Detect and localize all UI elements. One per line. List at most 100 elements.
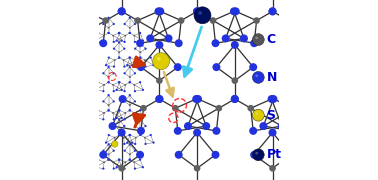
Circle shape xyxy=(124,35,126,37)
Circle shape xyxy=(231,41,239,49)
Circle shape xyxy=(129,57,131,59)
Circle shape xyxy=(137,63,145,71)
Circle shape xyxy=(97,81,99,83)
Circle shape xyxy=(113,167,115,170)
Circle shape xyxy=(112,35,114,37)
Circle shape xyxy=(134,72,136,74)
Circle shape xyxy=(139,134,141,136)
Circle shape xyxy=(118,57,120,59)
Circle shape xyxy=(153,53,170,70)
Circle shape xyxy=(231,95,239,103)
Circle shape xyxy=(124,167,126,170)
Circle shape xyxy=(123,137,125,139)
Circle shape xyxy=(150,57,152,59)
Circle shape xyxy=(139,81,141,83)
Circle shape xyxy=(121,166,123,168)
Circle shape xyxy=(270,95,277,103)
Circle shape xyxy=(134,23,136,25)
Circle shape xyxy=(255,75,258,77)
Circle shape xyxy=(134,41,136,43)
Circle shape xyxy=(112,112,114,114)
Circle shape xyxy=(113,41,115,43)
Circle shape xyxy=(325,63,333,71)
Circle shape xyxy=(105,141,107,144)
Circle shape xyxy=(102,23,104,25)
Circle shape xyxy=(134,125,136,127)
Circle shape xyxy=(103,84,105,86)
Circle shape xyxy=(134,17,141,24)
Text: S: S xyxy=(266,109,276,122)
Circle shape xyxy=(112,161,114,163)
Circle shape xyxy=(102,118,104,120)
Circle shape xyxy=(315,34,324,42)
Text: C: C xyxy=(266,33,276,46)
Circle shape xyxy=(115,166,118,168)
Circle shape xyxy=(259,122,267,130)
Circle shape xyxy=(222,34,230,42)
Circle shape xyxy=(144,143,147,145)
Circle shape xyxy=(112,84,114,86)
Circle shape xyxy=(119,95,127,103)
Circle shape xyxy=(129,17,131,19)
Circle shape xyxy=(113,66,115,68)
Circle shape xyxy=(253,17,260,24)
Circle shape xyxy=(133,112,135,114)
Circle shape xyxy=(129,134,131,136)
Circle shape xyxy=(133,84,135,86)
Circle shape xyxy=(94,89,96,91)
Circle shape xyxy=(134,150,136,152)
Circle shape xyxy=(129,134,131,136)
Circle shape xyxy=(131,64,133,66)
Circle shape xyxy=(124,41,126,43)
Circle shape xyxy=(325,127,333,135)
Circle shape xyxy=(202,122,210,130)
Circle shape xyxy=(118,129,125,137)
Circle shape xyxy=(155,95,163,103)
Circle shape xyxy=(287,151,295,159)
Circle shape xyxy=(164,34,172,42)
Circle shape xyxy=(105,64,107,66)
Circle shape xyxy=(118,159,120,161)
Circle shape xyxy=(123,143,125,145)
Circle shape xyxy=(118,32,121,34)
Circle shape xyxy=(144,137,146,139)
Circle shape xyxy=(129,143,131,146)
Circle shape xyxy=(174,127,182,135)
Circle shape xyxy=(134,143,136,145)
Circle shape xyxy=(124,84,126,86)
Circle shape xyxy=(255,152,258,154)
Circle shape xyxy=(146,34,154,42)
Circle shape xyxy=(108,104,110,106)
Circle shape xyxy=(94,166,96,168)
Circle shape xyxy=(102,17,109,24)
Circle shape xyxy=(212,127,220,135)
Circle shape xyxy=(129,66,131,68)
Circle shape xyxy=(134,90,136,92)
Circle shape xyxy=(113,118,115,120)
Circle shape xyxy=(124,100,126,103)
Circle shape xyxy=(139,134,141,136)
Circle shape xyxy=(139,57,141,59)
Circle shape xyxy=(139,41,141,44)
Circle shape xyxy=(107,81,110,83)
Circle shape xyxy=(126,141,128,144)
Circle shape xyxy=(107,17,110,19)
Circle shape xyxy=(343,95,351,103)
Circle shape xyxy=(285,17,292,24)
Circle shape xyxy=(129,109,131,111)
Circle shape xyxy=(193,129,201,137)
Circle shape xyxy=(129,154,131,155)
Circle shape xyxy=(97,32,99,34)
Circle shape xyxy=(268,7,277,15)
Circle shape xyxy=(123,59,125,61)
Circle shape xyxy=(240,34,248,42)
Circle shape xyxy=(268,7,277,15)
Circle shape xyxy=(255,112,258,115)
Circle shape xyxy=(124,118,126,120)
Circle shape xyxy=(102,72,104,74)
Circle shape xyxy=(118,7,125,15)
Circle shape xyxy=(135,137,137,139)
Circle shape xyxy=(113,150,115,152)
Circle shape xyxy=(94,117,96,119)
Circle shape xyxy=(135,59,137,61)
